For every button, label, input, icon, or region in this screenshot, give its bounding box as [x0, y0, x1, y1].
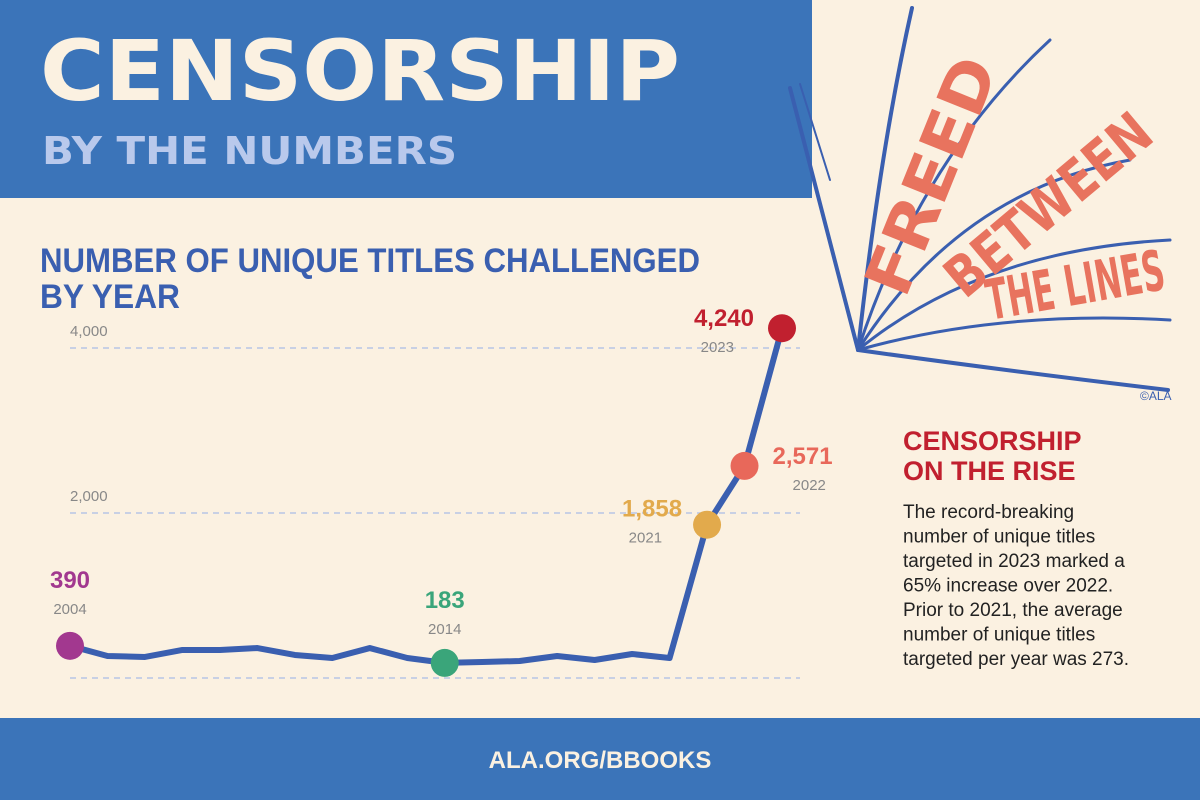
body-line: The record-breaking	[903, 502, 1074, 523]
header-subtitle: BY THE NUMBERS	[42, 129, 457, 173]
footer-band	[0, 718, 1200, 800]
body-line: Prior to 2021, the average	[903, 600, 1123, 621]
x-tick-label: 2004	[53, 601, 86, 618]
body-line: targeted per year was 273.	[903, 649, 1129, 670]
data-point	[693, 510, 722, 539]
x-tick-label: 2022	[793, 477, 826, 494]
logo-credit: ©ALA	[1140, 389, 1172, 403]
x-tick-label: 2023	[701, 339, 734, 356]
x-tick-label: 2021	[629, 530, 662, 547]
data-line	[69, 327, 785, 666]
chart: 2,000 4,000 390 2004 183 2014 1,858 2021 2,571 20…	[50, 305, 833, 679]
value-label: 183	[425, 587, 465, 614]
value-label: 390	[50, 567, 90, 594]
sidebar-heading: CENSORSHIP	[903, 426, 1082, 456]
sidebar-body: The record-breaking number of unique titl…	[903, 502, 1129, 670]
header-band	[0, 0, 812, 198]
logo-text: FREED BETWEEN THE LINES	[851, 46, 1169, 333]
value-label: 4,240	[694, 305, 754, 332]
x-tick-label: 2014	[428, 621, 461, 638]
chart-title: NUMBER OF UNIQUE TITLES CHALLENGED	[40, 242, 700, 280]
header-title: CENSORSHIP	[40, 22, 680, 120]
value-label: 1,858	[622, 496, 682, 523]
body-line: number of unique titles	[903, 625, 1095, 646]
y-tick-label: 4,000	[70, 323, 108, 340]
data-point	[768, 314, 796, 343]
sidebar-heading: ON THE RISE	[903, 456, 1076, 486]
chart-title: BY YEAR	[40, 278, 180, 316]
body-line: number of unique titles	[903, 527, 1095, 548]
body-line: 65% increase over 2022.	[903, 576, 1113, 597]
body-line: targeted in 2023 marked a	[903, 551, 1125, 572]
data-point	[730, 451, 759, 480]
y-tick-label: 2,000	[70, 488, 108, 505]
footer-url: ALA.ORG/BBOOKS	[489, 747, 712, 774]
value-label: 2,571	[773, 443, 833, 470]
logo	[788, 6, 1172, 392]
data-point	[56, 631, 84, 660]
data-point	[430, 648, 459, 677]
